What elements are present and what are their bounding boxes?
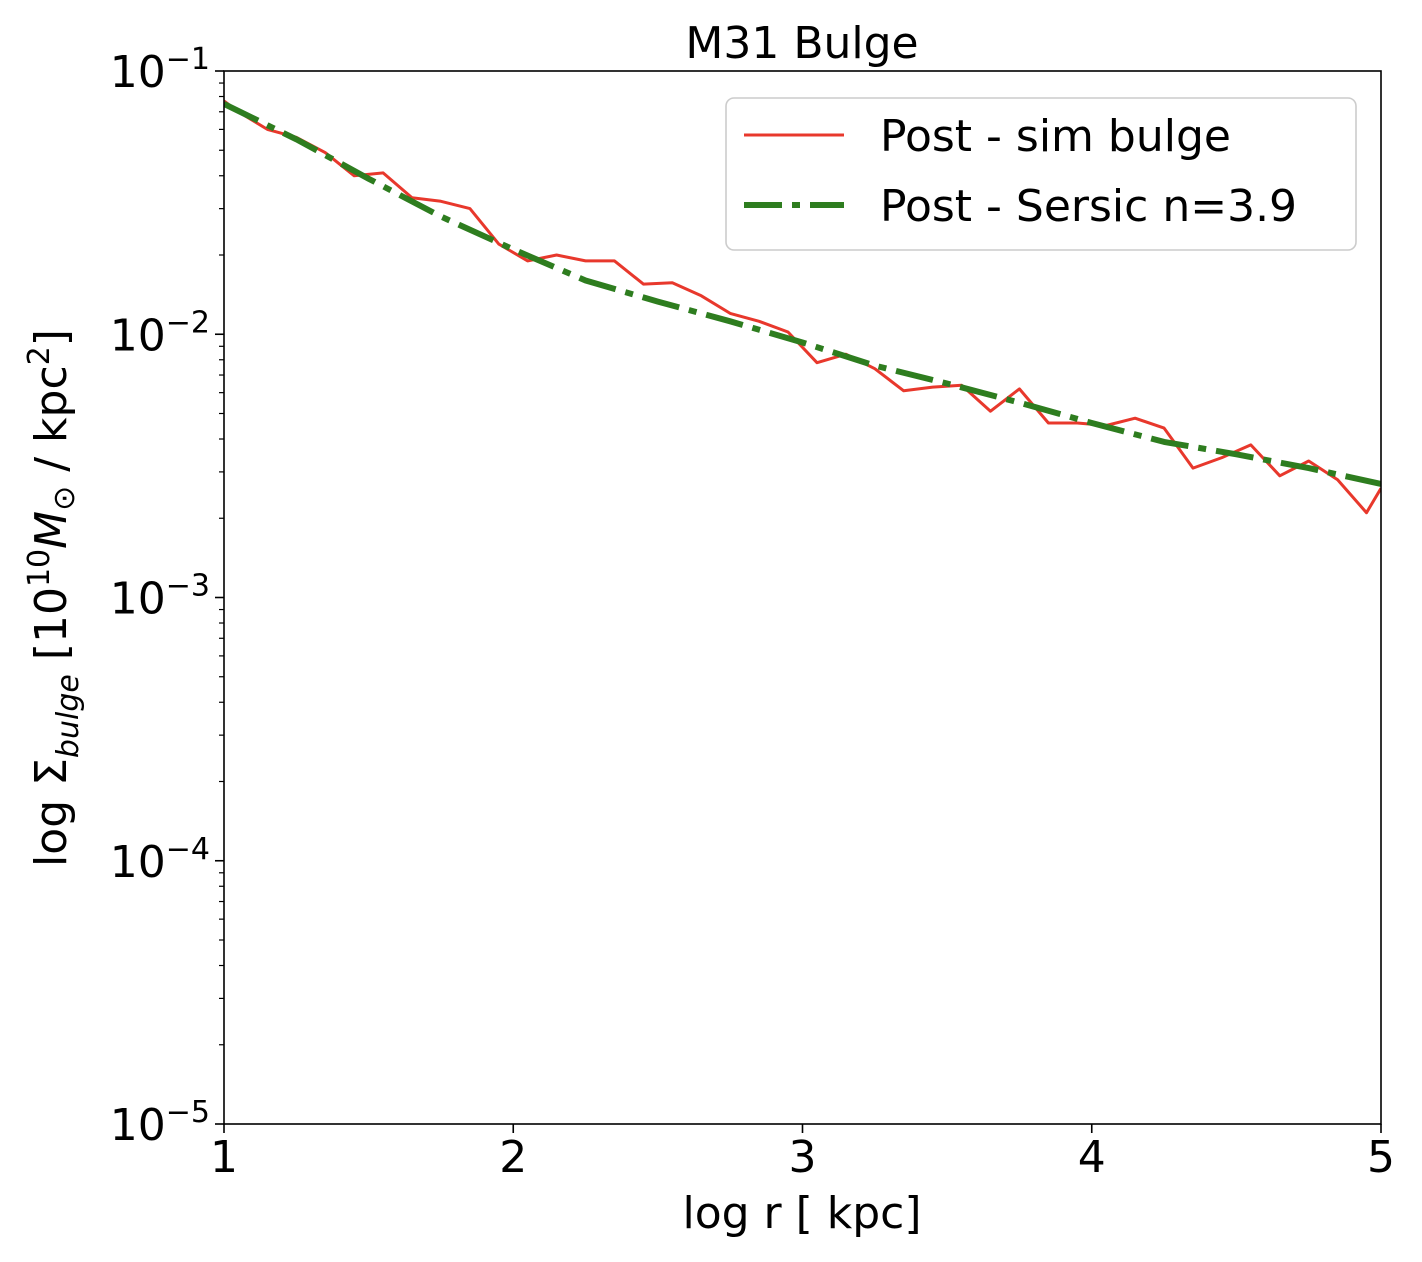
x-tick-label: 2	[499, 1132, 527, 1183]
y-tick-label: 10−4	[110, 832, 210, 888]
legend-label-sersic: Post - Sersic n=3.9	[880, 181, 1297, 232]
y-axis: 10−5 10−4 10−3 10−2 10−1	[110, 42, 224, 1151]
y-tick-label: 10−1	[110, 42, 210, 98]
y-label-exponent: 10	[22, 549, 57, 587]
y-label-units-exponent: 2	[22, 346, 57, 365]
y-tick-label: 10−5	[110, 1095, 210, 1151]
series-line-sersic	[224, 101, 1381, 487]
x-tick-label: 1	[210, 1132, 238, 1183]
y-label-bracket-open: [10	[26, 587, 77, 674]
x-axis: 1 2 3 4 5	[210, 1124, 1395, 1183]
y-axis-label: log Σbulge [1010M⊙ / kpc2]	[22, 329, 86, 867]
legend: Post - sim bulge Post - Sersic n=3.9	[725, 97, 1357, 251]
y-label-units: / kpc	[26, 365, 77, 485]
y-label-prefix: log Σ	[26, 758, 77, 867]
x-axis-label: log r [ kpc]	[682, 1188, 921, 1239]
x-tick-label: 3	[789, 1132, 817, 1183]
y-label-subscript: bulge	[51, 674, 86, 758]
y-label-mass: M	[26, 511, 77, 549]
y-label-bracket-close: ]	[26, 329, 77, 346]
legend-label-sim-bulge: Post - sim bulge	[880, 111, 1231, 162]
legend-box	[725, 97, 1357, 251]
y-tick-label: 10−2	[110, 305, 210, 361]
chart-title: M31 Bulge	[685, 18, 918, 69]
series-layer	[224, 99, 1381, 515]
x-tick-label: 5	[1367, 1132, 1395, 1183]
y-label-sun: ⊙	[47, 486, 82, 511]
x-tick-label: 4	[1078, 1132, 1106, 1183]
series-line-sim-bulge	[224, 99, 1381, 515]
y-tick-label: 10−3	[110, 569, 210, 625]
